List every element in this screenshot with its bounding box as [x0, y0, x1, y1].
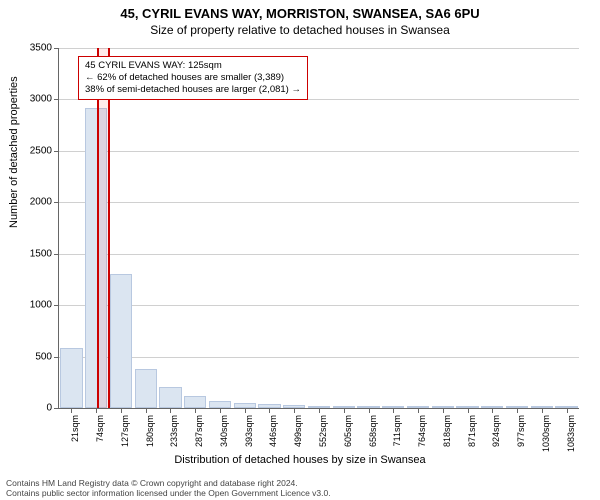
annotation-line: 45 CYRIL EVANS WAY: 125sqm — [85, 60, 301, 72]
xtick-label: 711sqm — [392, 415, 402, 455]
gridline — [59, 151, 579, 152]
xtick-mark — [269, 408, 270, 413]
xtick-mark — [468, 408, 469, 413]
gridline — [59, 305, 579, 306]
ytick-label: 500 — [12, 351, 52, 362]
ytick-label: 1500 — [12, 248, 52, 259]
gridline — [59, 202, 579, 203]
xtick-label: 1030sqm — [541, 415, 551, 455]
ytick-label: 0 — [12, 403, 52, 414]
xtick-label: 924sqm — [491, 415, 501, 455]
xtick-label: 446sqm — [268, 415, 278, 455]
xtick-mark — [517, 408, 518, 413]
ytick-label: 3000 — [12, 94, 52, 105]
xtick-label: 1083sqm — [566, 415, 576, 455]
footer-line: Contains HM Land Registry data © Crown c… — [6, 478, 331, 488]
xtick-mark — [319, 408, 320, 413]
xtick-mark — [542, 408, 543, 413]
gridline — [59, 254, 579, 255]
xtick-mark — [344, 408, 345, 413]
plot-area — [58, 48, 579, 409]
xtick-label: 127sqm — [120, 415, 130, 455]
gridline — [59, 48, 579, 49]
xtick-label: 552sqm — [318, 415, 328, 455]
ytick-mark — [54, 357, 59, 358]
page-title: 45, CYRIL EVANS WAY, MORRISTON, SWANSEA,… — [0, 0, 600, 21]
ytick-label: 1000 — [12, 300, 52, 311]
x-axis-label: Distribution of detached houses by size … — [0, 454, 600, 466]
xtick-mark — [245, 408, 246, 413]
histogram-bar — [135, 369, 157, 408]
histogram-bar — [159, 387, 181, 408]
footer-line: Contains public sector information licen… — [6, 488, 331, 498]
ytick-label: 2500 — [12, 145, 52, 156]
xtick-label: 233sqm — [169, 415, 179, 455]
annotation-box: 45 CYRIL EVANS WAY: 125sqm ← 62% of deta… — [78, 56, 308, 100]
annotation-line: 38% of semi-detached houses are larger (… — [85, 84, 301, 96]
ytick-mark — [54, 202, 59, 203]
histogram-bar — [209, 401, 231, 408]
histogram-bar — [60, 348, 82, 408]
histogram-bar — [184, 396, 206, 408]
chart — [58, 48, 578, 408]
xtick-mark — [567, 408, 568, 413]
xtick-mark — [96, 408, 97, 413]
xtick-label: 764sqm — [417, 415, 427, 455]
xtick-label: 74sqm — [95, 415, 105, 455]
ytick-mark — [54, 99, 59, 100]
xtick-label: 499sqm — [293, 415, 303, 455]
ytick-mark — [54, 48, 59, 49]
xtick-label: 871sqm — [467, 415, 477, 455]
xtick-mark — [220, 408, 221, 413]
xtick-mark — [492, 408, 493, 413]
highlight-marker — [97, 48, 109, 408]
gridline — [59, 357, 579, 358]
xtick-label: 287sqm — [194, 415, 204, 455]
xtick-label: 340sqm — [219, 415, 229, 455]
xtick-mark — [170, 408, 171, 413]
ytick-label: 3500 — [12, 43, 52, 54]
ytick-mark — [54, 408, 59, 409]
xtick-mark — [393, 408, 394, 413]
annotation-line: ← 62% of detached houses are smaller (3,… — [85, 72, 301, 84]
xtick-mark — [443, 408, 444, 413]
xtick-mark — [369, 408, 370, 413]
ytick-mark — [54, 254, 59, 255]
ytick-mark — [54, 151, 59, 152]
ytick-mark — [54, 305, 59, 306]
xtick-mark — [71, 408, 72, 413]
xtick-mark — [195, 408, 196, 413]
histogram-bar — [110, 274, 132, 408]
xtick-label: 180sqm — [145, 415, 155, 455]
ytick-label: 2000 — [12, 197, 52, 208]
xtick-mark — [294, 408, 295, 413]
xtick-label: 21sqm — [70, 415, 80, 455]
xtick-label: 818sqm — [442, 415, 452, 455]
xtick-label: 393sqm — [244, 415, 254, 455]
xtick-mark — [121, 408, 122, 413]
footer-text: Contains HM Land Registry data © Crown c… — [6, 478, 331, 498]
xtick-mark — [418, 408, 419, 413]
xtick-label: 658sqm — [368, 415, 378, 455]
xtick-mark — [146, 408, 147, 413]
xtick-label: 605sqm — [343, 415, 353, 455]
page-subtitle: Size of property relative to detached ho… — [0, 21, 600, 37]
xtick-label: 977sqm — [516, 415, 526, 455]
